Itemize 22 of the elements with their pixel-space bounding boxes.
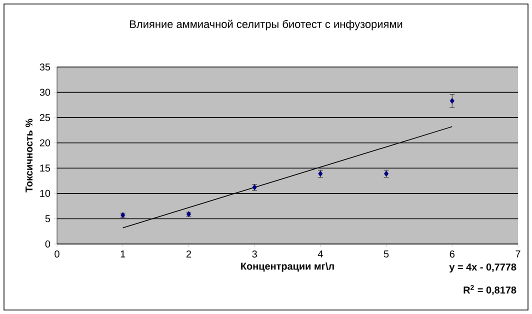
x-tick-label: 2 [186,250,191,258]
text: R$^{2}$ = 0,8178 [464,284,516,296]
y-tick-label: 5 [45,215,50,222]
y-tick-label: 0 [45,240,50,248]
point [450,98,454,104]
y-tick-label: 10 [40,190,50,197]
x-tick-label: 4 [318,250,323,258]
y-tick-label: 15 [40,164,50,172]
x-axis-title: Концентрации мг\л [241,262,334,272]
x-tick-label: 3 [252,250,257,258]
y-tick-label: 35 [40,63,50,71]
x-tick-label: 0 [54,250,60,258]
y-tick-label: 25 [40,114,50,122]
x-tick-label: 7 [516,250,520,258]
y-tick-label: 30 [40,88,50,96]
x-tick-label: 1 [120,250,126,258]
y-tick-label: 20 [40,139,50,146]
chart-title: Влияние аммиачной селитры биотест с инфузориями [130,20,402,30]
text: y = 4x - 0,7778 [449,263,516,273]
x-tick-label: 5 [384,250,389,258]
x-tick-label: 6 [450,250,454,258]
y-axis-title: Токсичность % [26,118,33,192]
